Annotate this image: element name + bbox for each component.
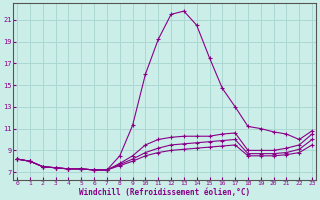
X-axis label: Windchill (Refroidissement éolien,°C): Windchill (Refroidissement éolien,°C) [79,188,250,197]
